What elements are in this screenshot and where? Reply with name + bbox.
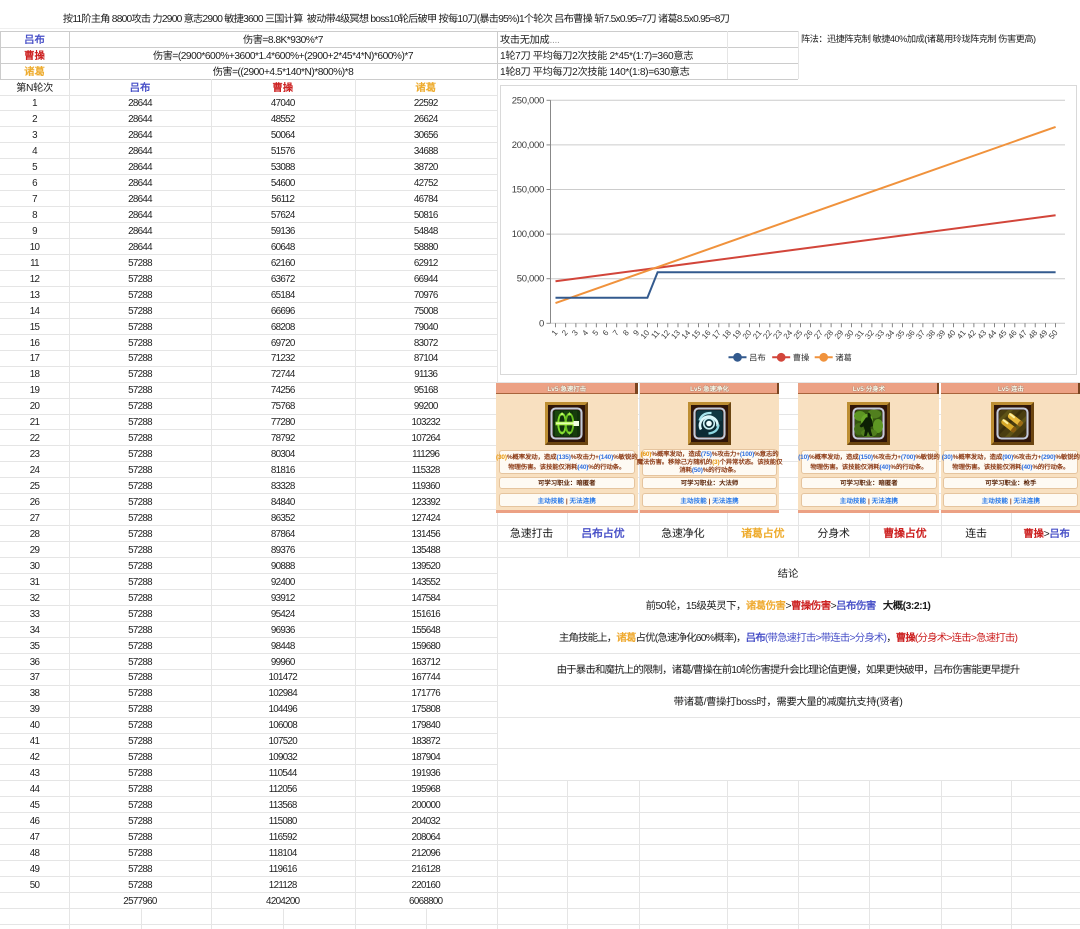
svg-text:0: 0 — [539, 315, 544, 329]
svg-text:诸葛: 诸葛 — [835, 351, 852, 363]
svg-text:4: 4 — [580, 327, 592, 338]
svg-text:5: 5 — [590, 327, 602, 338]
svg-text:200,000: 200,000 — [512, 136, 544, 150]
svg-text:1: 1 — [549, 327, 561, 338]
svg-text:6: 6 — [600, 327, 612, 338]
svg-text:3: 3 — [569, 327, 581, 338]
svg-text:150,000: 150,000 — [512, 181, 544, 195]
svg-text:7: 7 — [610, 327, 622, 338]
svg-text:2: 2 — [559, 327, 571, 338]
svg-text:曹操: 曹操 — [793, 351, 810, 363]
svg-text:吕布: 吕布 — [749, 351, 766, 363]
svg-text:100,000: 100,000 — [512, 226, 544, 240]
svg-text:8: 8 — [620, 327, 632, 338]
svg-text:9: 9 — [631, 327, 643, 338]
svg-text:50,000: 50,000 — [517, 270, 544, 284]
svg-text:250,000: 250,000 — [512, 92, 544, 106]
